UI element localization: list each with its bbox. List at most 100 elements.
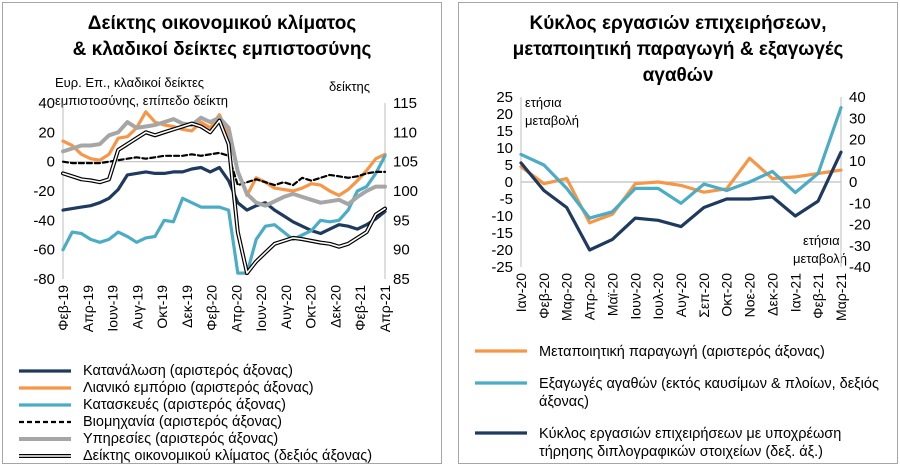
- right-y-tick-label: -40: [849, 259, 871, 276]
- series-line-0-5-inner: [62, 119, 386, 274]
- x-tick-label: Φεβ-21: [352, 285, 368, 331]
- left-y-tick-label: 40: [38, 95, 55, 112]
- right-chart-title-line3: αγαθών: [642, 65, 714, 86]
- right-y-tick-label: 100: [393, 183, 418, 200]
- left-y-tick-label: -15: [491, 225, 513, 242]
- x-tick-label: Ιουν-20: [627, 273, 643, 320]
- series-line-0-0: [61, 165, 387, 236]
- legend-label: Κύκλος εργασιών επιχειρήσεων με υποχρέωσ…: [539, 426, 842, 460]
- left-y-tick-label: 20: [496, 106, 513, 123]
- x-tick-label: Ιουν-19: [105, 285, 121, 332]
- series-line-1-2: [519, 150, 843, 252]
- series-line-1-1: [519, 106, 843, 220]
- right-y-tick-label: 90: [393, 242, 410, 259]
- left-y-tick-label: -10: [491, 208, 513, 225]
- legend-item: Κατανάλωση (αριστερός άξονας): [17, 363, 372, 380]
- right-note-left-line2: μεταβολή: [525, 113, 579, 128]
- x-tick-label: Ιαν-21: [787, 273, 803, 312]
- legend-item: Κύκλος εργασιών επιχειρήσεων με υποχρέωσ…: [473, 425, 897, 461]
- right-y-tick-label: 115: [393, 95, 417, 112]
- right-y-tick-label: -10: [849, 195, 871, 212]
- x-tick-label: Απρ-20: [582, 273, 598, 320]
- left-y-tick-label: 10: [496, 140, 513, 157]
- x-tick-label: Απρ-19: [80, 285, 96, 332]
- legend-item: Κατασκευές (αριστερός άξονας): [17, 397, 372, 414]
- series-line-0-2: [61, 154, 387, 275]
- left-chart-panel: Δείκτης οικονομικού κλίματος & κλαδικοί …: [2, 2, 442, 464]
- left-y-tick-label: 0: [505, 174, 513, 191]
- right-axis-note: δείκτης: [329, 79, 370, 94]
- x-tick-label: Μαϊ-20: [604, 273, 620, 316]
- legend-swatch: [19, 454, 71, 458]
- legend-item: Λιανικό εμπόριο (αριστερός άξονας): [17, 380, 372, 397]
- x-tick-label: Νοε-20: [742, 273, 758, 318]
- left-y-tick-label: 0: [47, 154, 55, 171]
- legend-label: Λιανικό εμπόριο (αριστερός άξονας): [83, 380, 314, 396]
- left-y-tick-label: 20: [38, 124, 55, 141]
- legend-swatch: [19, 369, 71, 373]
- left-y-tick-label: 5: [505, 157, 513, 174]
- legend-item: Δείκτης οικονομικού κλίματος (δεξιός άξο…: [17, 448, 372, 465]
- left-y-tick-label: -25: [491, 259, 513, 276]
- left-y-tick-label: -60: [33, 242, 55, 259]
- legend-swatch: [19, 437, 71, 441]
- left-chart-title-line1: Δείκτης οικονομικού κλίματος: [87, 13, 357, 34]
- x-tick-label: Μαρ-20: [559, 273, 575, 321]
- left-y-tick-label: -20: [33, 183, 55, 200]
- legend-item: Μεταποιητική παραγωγή (αριστερός άξονας): [473, 343, 897, 361]
- x-tick-label: Ιουλ-20: [650, 273, 666, 320]
- series-line-1-0: [519, 156, 843, 225]
- right-chart-legend: Μεταποιητική παραγωγή (αριστερός άξονας)…: [473, 343, 897, 475]
- left-y-tick-label: 25: [496, 89, 513, 106]
- x-tick-label: Απρ-20: [228, 285, 244, 332]
- legend-swatch: [475, 349, 527, 353]
- x-tick-label: Φεβ-19: [55, 285, 71, 331]
- right-y-tick-label: -20: [849, 217, 871, 234]
- legend-swatch: [475, 381, 527, 385]
- right-chart-title-line1: Κύκλος εργασιών επιχειρήσεων,: [529, 13, 827, 34]
- right-y-tick-label: 20: [849, 132, 866, 149]
- legend-swatch: [475, 431, 527, 435]
- right-y-tick-label: 105: [393, 154, 418, 171]
- right-y-tick-label: -30: [849, 238, 871, 255]
- legend-label: Μεταποιητική παραγωγή (αριστερός άξονας): [539, 344, 825, 360]
- x-tick-label: Ιαν-20: [513, 273, 529, 312]
- left-y-tick-label: -20: [491, 242, 513, 259]
- left-y-tick-label: -80: [33, 271, 55, 288]
- right-y-tick-label: 110: [393, 124, 417, 141]
- x-tick-label: Οκτ-20: [719, 273, 735, 317]
- left-note-line2: εμπιστοσύνης, επίπεδο δείκτη: [55, 93, 228, 108]
- legend-item: Εξαγωγές αγαθών (εκτός καυσίμων & πλοίων…: [473, 375, 897, 411]
- right-y-tick-label: 0: [849, 174, 857, 191]
- legend-swatch: [19, 420, 71, 424]
- right-y-tick-label: 10: [849, 153, 866, 170]
- legend-swatch: [19, 386, 71, 390]
- legend-item: Υπηρεσίες (αριστερός άξονας): [17, 431, 372, 448]
- x-tick-label: Αυγ-19: [129, 285, 145, 329]
- x-tick-label: Φεβ-21: [810, 273, 826, 319]
- legend-label: Εξαγωγές αγαθών (εκτός καυσίμων & πλοίων…: [539, 376, 879, 410]
- x-tick-label: Μαρ-21: [833, 273, 849, 321]
- left-y-tick-label: 15: [496, 123, 513, 140]
- x-tick-label: Φεβ-20: [204, 285, 220, 331]
- x-tick-label: Ιουν-20: [253, 285, 269, 332]
- left-note-line1: Ευρ. Επ., κλαδικοί δείκτες: [55, 75, 204, 90]
- right-chart-panel: Κύκλος εργασιών επιχειρήσεων, μεταποιητι…: [458, 2, 898, 464]
- right-y-tick-label: 85: [393, 271, 410, 288]
- right-y-tick-label: 95: [393, 212, 410, 229]
- right-note-right-line2: μεταβολή: [793, 251, 847, 266]
- right-chart-title-line2: μεταποιητική παραγωγή & εξαγωγές: [512, 39, 844, 60]
- legend-label: Δείκτης οικονομικού κλίματος (δεξιός άξο…: [83, 448, 373, 464]
- right-y-tick-label: 40: [849, 89, 866, 106]
- x-tick-label: Απρ-21: [377, 285, 393, 332]
- legend-item: Βιομηχανία (αριστερός άξονας): [17, 414, 372, 431]
- x-tick-label: Οκτ-19: [154, 285, 170, 329]
- x-tick-label: Φεβ-20: [536, 273, 552, 319]
- series-line-0-4: [61, 115, 387, 208]
- left-y-tick-label: -5: [500, 191, 513, 208]
- x-tick-label: Αυγ-20: [278, 285, 294, 329]
- right-note-left-line1: ετήσια: [525, 95, 562, 110]
- left-y-tick-label: -40: [33, 212, 55, 229]
- x-tick-label: Οκτ-20: [303, 285, 319, 329]
- left-chart-plot: Ευρ. Επ., κλαδικοί δείκτες εμπιστοσύνης,…: [33, 75, 418, 332]
